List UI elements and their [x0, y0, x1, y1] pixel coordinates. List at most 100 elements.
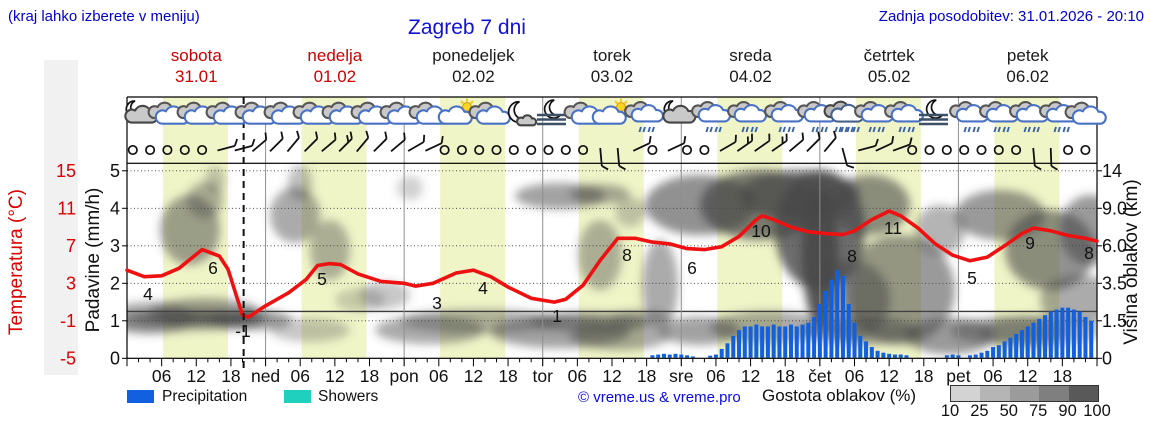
showers-label: Showers [318, 388, 379, 405]
weather-icon-moon [507, 100, 538, 127]
svg-text:5: 5 [317, 269, 327, 289]
weather-icon-row [124, 98, 1107, 133]
svg-text:12: 12 [187, 366, 206, 386]
svg-text:18: 18 [1053, 366, 1072, 386]
temp-axis-title: Temperatura (°C) [6, 189, 27, 335]
wind-barb-symbol [234, 138, 256, 152]
wind-calm-symbol [474, 144, 485, 156]
svg-text:10: 10 [751, 221, 771, 241]
svg-text:pet: pet [946, 366, 970, 386]
svg-text:12: 12 [1018, 366, 1037, 386]
svg-text:3: 3 [110, 236, 120, 256]
wind-barb-symbol [719, 134, 737, 152]
day-name: petek [1006, 46, 1049, 65]
wind-barb-symbol [373, 131, 388, 153]
wind-calm-symbol [162, 144, 173, 156]
wind-barb-symbol [217, 138, 239, 152]
page-title: Zagreb 7 dni [408, 16, 526, 39]
svg-text:8: 8 [622, 245, 632, 265]
wind-barb-symbol [599, 147, 609, 171]
wind-calm-symbol [526, 144, 537, 156]
weather-icon-sun-cloud [437, 98, 476, 125]
weather-icon-rain [764, 100, 804, 133]
svg-text:sre: sre [669, 366, 693, 386]
wind-calm-symbol [699, 144, 710, 156]
day-date: 31.01 [175, 67, 218, 86]
day-header-ponedeljek: ponedeljek 02.02 [403, 45, 543, 87]
wind-calm-symbol [439, 144, 450, 156]
day-date: 02.02 [452, 67, 495, 86]
wind-barb-symbol [841, 147, 855, 169]
svg-text:tor: tor [532, 366, 553, 386]
wind-calm-symbol [941, 144, 952, 156]
svg-text:12: 12 [602, 366, 621, 386]
weather-icon-cloud [1064, 101, 1107, 125]
wind-barb-symbol [858, 138, 879, 152]
wind-calm-symbol [127, 144, 138, 156]
weather-icon-moon-fog [537, 99, 566, 126]
wind-calm-symbol [145, 144, 156, 156]
wind-calm-symbol [1063, 144, 1074, 156]
svg-text:18: 18 [637, 366, 656, 386]
svg-text:1: 1 [110, 311, 120, 331]
svg-text:06: 06 [290, 366, 309, 386]
wind-calm-symbol [508, 144, 519, 156]
svg-text:06: 06 [983, 366, 1002, 386]
wind-calm-symbol [976, 144, 987, 156]
temperature-value-labels: 46-153418610811598 [143, 218, 1094, 341]
wind-barb-row [127, 130, 1091, 171]
svg-text:06: 06 [152, 366, 171, 386]
svg-text:1.5: 1.5 [1102, 311, 1127, 331]
wind-barb-symbol [269, 131, 284, 153]
svg-text:2: 2 [110, 273, 120, 293]
wind-barb-symbol [736, 133, 754, 152]
showers-swatch [284, 390, 311, 403]
svg-text:1: 1 [552, 306, 562, 326]
credit-link[interactable]: © vreme.us & vreme.pro [578, 389, 741, 406]
wind-barb-symbol [875, 135, 895, 152]
svg-text:18: 18 [775, 366, 794, 386]
wind-barb-symbol [754, 133, 771, 152]
day-header-nedelja: nedelja 01.02 [265, 45, 405, 87]
axis-ticks [122, 170, 1102, 367]
wind-barb-symbol [407, 134, 426, 152]
wind-barb-symbol [806, 131, 821, 153]
svg-text:5: 5 [967, 268, 977, 288]
svg-text:3: 3 [432, 293, 442, 313]
svg-text:06: 06 [568, 366, 587, 386]
wind-calm-symbol [993, 144, 1004, 156]
wind-barb-symbol [788, 132, 805, 152]
weather-icon-rain [624, 100, 664, 133]
wind-barb-symbol [667, 135, 687, 152]
svg-text:4: 4 [478, 278, 488, 298]
svg-text:9: 9 [1025, 233, 1035, 253]
day-name: nedelja [307, 46, 363, 65]
svg-text:6: 6 [687, 258, 697, 278]
day-header-četrtek: četrtek 05.02 [819, 45, 959, 87]
svg-text:-5: -5 [60, 348, 76, 368]
wind-barb-symbol [303, 131, 319, 153]
svg-text:14: 14 [1102, 161, 1122, 181]
legend-row: Precipitation Showers © vreme.us & vreme… [0, 384, 1152, 424]
svg-text:18: 18 [498, 366, 517, 386]
temperature-line [125, 209, 1099, 319]
wind-calm-symbol [647, 144, 658, 156]
svg-text:-1: -1 [60, 311, 76, 331]
svg-text:3: 3 [66, 273, 76, 293]
svg-text:4: 4 [143, 284, 153, 304]
precip-axis-title: Padavine (mm/h) [83, 188, 104, 333]
wind-calm-symbol [959, 144, 970, 156]
wind-barb-symbol [823, 130, 837, 153]
svg-text:čet: čet [808, 366, 831, 386]
menu-hint-text: (kraj lahko izberete v meniju) [8, 8, 200, 25]
wind-barb-symbol [425, 135, 444, 152]
day-date: 01.02 [313, 67, 357, 86]
left-axis-strip [44, 60, 78, 375]
svg-text:ned: ned [251, 366, 280, 386]
svg-text:11: 11 [884, 218, 902, 238]
svg-text:4: 4 [110, 198, 120, 218]
svg-text:3.5: 3.5 [1102, 273, 1127, 293]
svg-text:pon: pon [390, 366, 419, 386]
day-header-torek: torek 03.02 [542, 45, 682, 87]
